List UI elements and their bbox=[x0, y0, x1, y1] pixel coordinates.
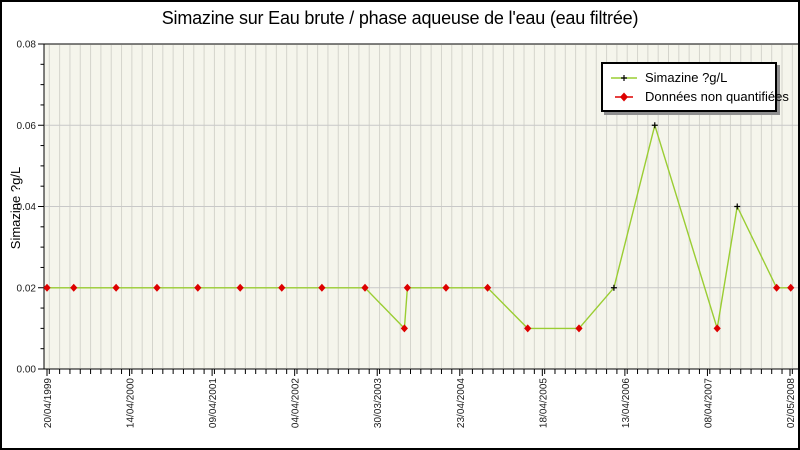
x-tick-label: 13/04/2006 bbox=[621, 378, 632, 428]
non-quantified-point-marker bbox=[575, 324, 583, 333]
red-diamond-marker-icon bbox=[615, 92, 633, 101]
x-tick-label: 14/04/2000 bbox=[126, 378, 137, 428]
quantified-point-marker bbox=[610, 284, 617, 291]
x-tick-label: 30/03/2003 bbox=[373, 378, 384, 428]
quantified-point-marker bbox=[734, 203, 741, 210]
y-tick-label: 0.08 bbox=[17, 40, 37, 51]
non-quantified-point-marker bbox=[403, 283, 411, 292]
non-quantified-point-marker bbox=[483, 283, 492, 292]
non-quantified-point-marker bbox=[43, 283, 51, 292]
non-quantified-point-marker bbox=[112, 283, 120, 292]
x-tick-label: 04/04/2002 bbox=[291, 378, 302, 428]
y-tick-label: 0.02 bbox=[17, 283, 37, 294]
non-quantified-point-marker bbox=[361, 283, 369, 292]
non-quantified-point-marker bbox=[70, 283, 78, 292]
y-tick-label: 0.04 bbox=[17, 202, 37, 213]
legend-label-non-quantifiees: Données non quantifiées bbox=[645, 89, 789, 104]
legend-item-simazine: Simazine ?g/L bbox=[609, 68, 769, 87]
x-tick-label: 02/05/2008 bbox=[786, 378, 797, 428]
non-quantified-point-marker bbox=[194, 283, 202, 292]
non-quantified-point-marker bbox=[153, 283, 161, 292]
x-tick-label: 23/04/2004 bbox=[456, 378, 467, 428]
non-quantified-point-marker bbox=[442, 283, 450, 292]
green-line-black-plus-icon bbox=[611, 74, 637, 81]
x-tick-label: 08/04/2007 bbox=[703, 378, 714, 428]
non-quantified-point-marker bbox=[787, 283, 795, 292]
non-quantified-point-marker bbox=[773, 283, 781, 292]
x-tick-label: 20/04/1999 bbox=[43, 378, 54, 428]
quantified-point-marker bbox=[651, 122, 658, 129]
non-quantified-point-marker bbox=[400, 324, 408, 333]
non-quantified-point-marker bbox=[713, 324, 721, 333]
non-quantified-point-marker bbox=[236, 283, 244, 292]
y-tick-label: 0.00 bbox=[17, 365, 37, 376]
y-tick-label: 0.06 bbox=[17, 121, 37, 132]
non-quantified-point-marker bbox=[524, 324, 532, 333]
non-quantified-point-marker bbox=[278, 283, 286, 292]
chart-title: Simazine sur Eau brute / phase aqueuse d… bbox=[161, 8, 639, 28]
non-quantified-point-marker bbox=[318, 283, 326, 292]
x-tick-label: 18/04/2005 bbox=[538, 378, 549, 428]
legend-label-simazine: Simazine ?g/L bbox=[645, 70, 728, 85]
x-tick-label: 09/04/2001 bbox=[208, 378, 219, 428]
legend-item-non-quantifiees: Données non quantifiées bbox=[609, 87, 789, 106]
legend: Simazine ?g/L Données non quantifiées bbox=[601, 62, 789, 112]
